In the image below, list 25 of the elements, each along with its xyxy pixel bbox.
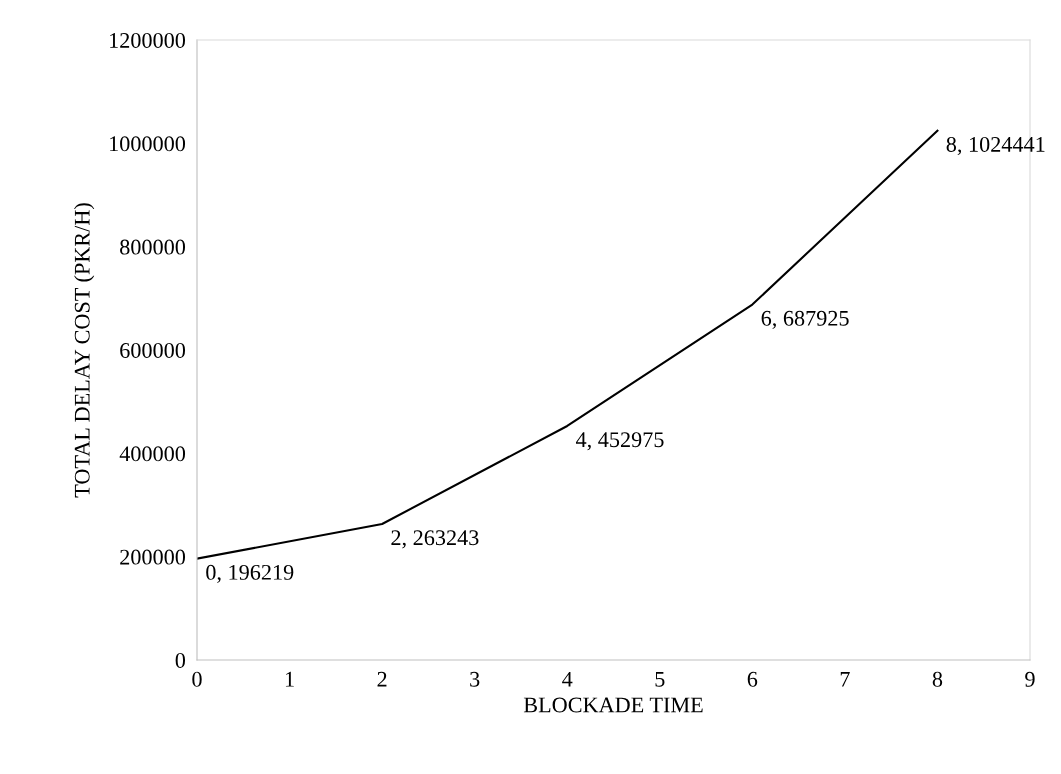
data-label: 6, 687925 xyxy=(761,310,849,329)
y-tick-label: 600000 xyxy=(120,342,186,358)
x-axis-title: BLOCKADE TIME xyxy=(523,697,703,713)
x-tick-label: 5 xyxy=(655,671,665,687)
y-tick-label: 1000000 xyxy=(110,136,186,152)
y-tick-label: 1200000 xyxy=(110,32,186,48)
data-label: 0, 196219 xyxy=(206,564,294,584)
x-tick-label: 8 xyxy=(932,671,943,687)
x-tick-label: 1 xyxy=(285,671,294,687)
x-tick-label: 2 xyxy=(377,671,387,687)
x-tick-label: 0 xyxy=(192,671,202,687)
data-label: 8, 1024441 xyxy=(946,136,1045,156)
x-tick-label: 7 xyxy=(840,671,850,687)
x-tick-label: 6 xyxy=(747,671,758,687)
x-tick-label: 9 xyxy=(1025,671,1035,687)
data-label: 4, 452975 xyxy=(575,432,664,451)
x-tick-label: 4 xyxy=(562,671,573,687)
data-label: 2, 263243 xyxy=(391,530,479,549)
y-tick-label: 400000 xyxy=(119,446,186,462)
y-tick-label: 800000 xyxy=(120,239,186,255)
x-tick-label: 3 xyxy=(470,671,480,687)
y-axis-title: TOTAL DELAY COST (PKR/H) xyxy=(74,203,95,498)
y-tick-label: 200000 xyxy=(120,549,186,565)
y-tick-label: 0 xyxy=(175,652,186,668)
line-series xyxy=(197,129,939,560)
